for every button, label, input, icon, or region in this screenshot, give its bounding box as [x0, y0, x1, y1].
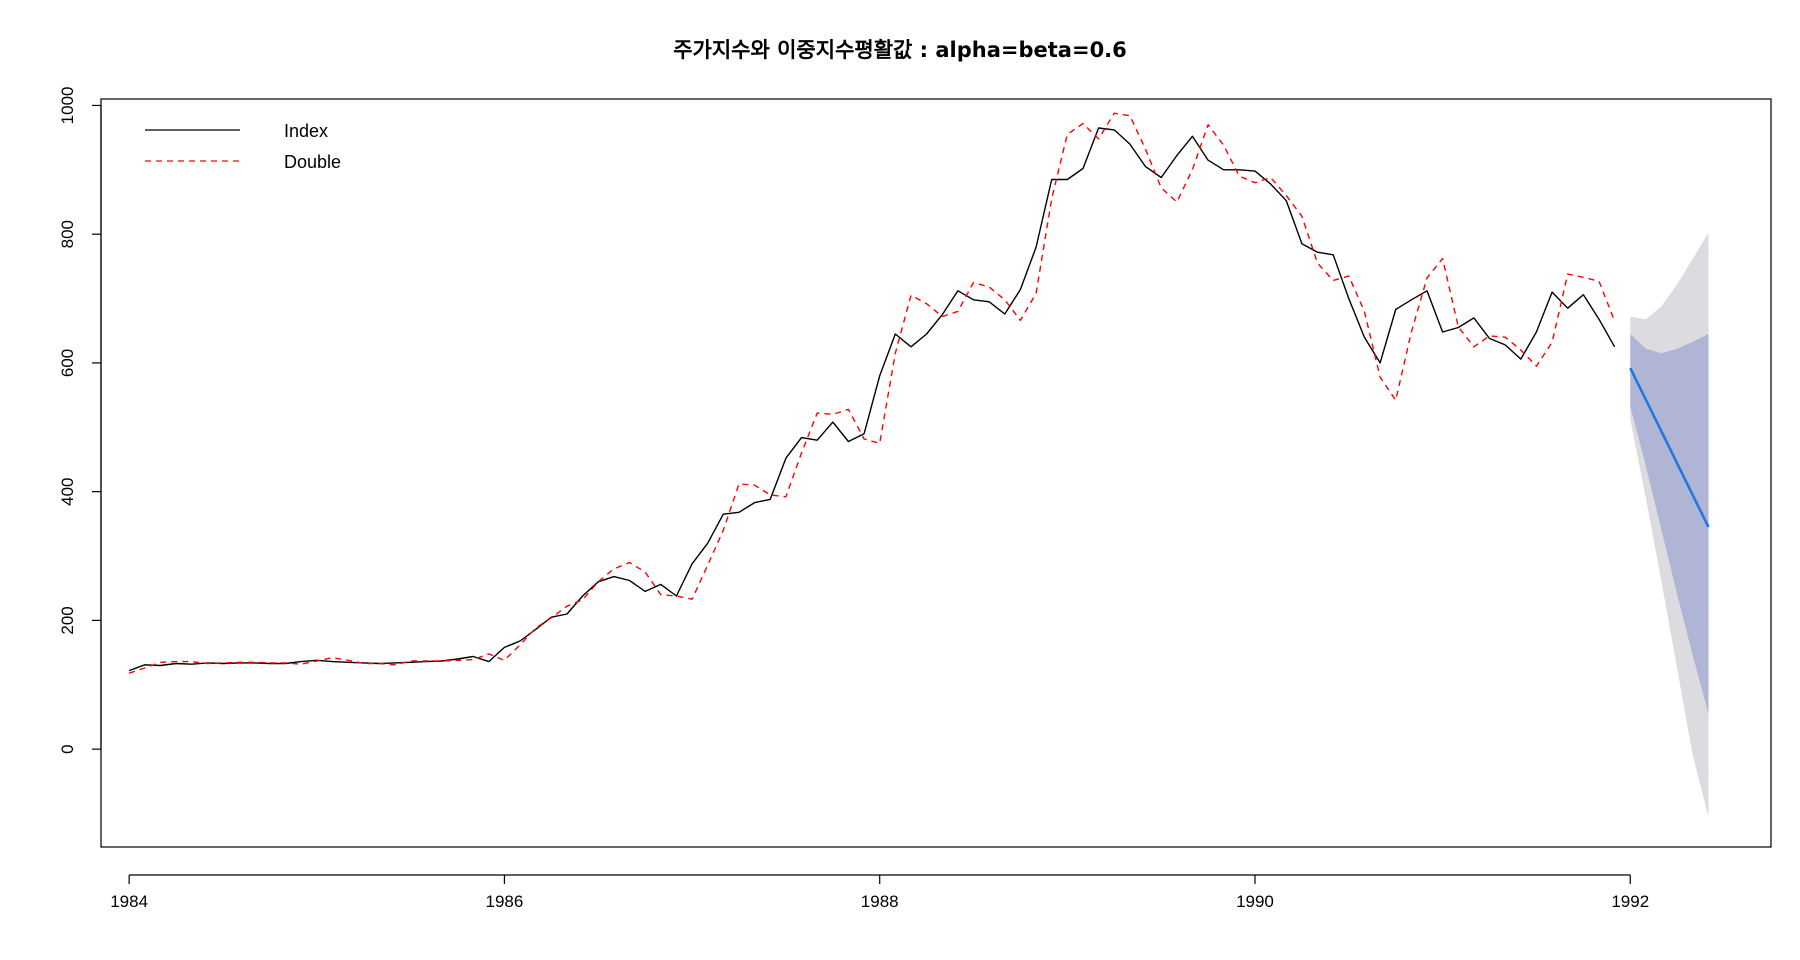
legend: Index Double — [145, 121, 341, 172]
axes: 1984 1986 1988 1990 1992 0 200 400 600 800 1000 — [58, 87, 1649, 911]
x-tick-label: 1984 — [110, 892, 148, 911]
y-tick-label: 200 — [58, 606, 77, 634]
legend-label-index: Index — [284, 121, 328, 141]
y-tick-label: 800 — [58, 220, 77, 248]
y-tick-label: 400 — [58, 477, 77, 505]
x-tick-label: 1990 — [1236, 892, 1274, 911]
x-tick-label: 1992 — [1611, 892, 1649, 911]
series-line-double — [128, 112, 1616, 674]
y-tick-label: 1000 — [58, 87, 77, 125]
forecast-interval-80 — [1630, 334, 1709, 714]
plot-frame — [100, 98, 1772, 848]
plot-area — [128, 112, 1710, 817]
series-line-forecast — [1629, 367, 1710, 528]
chart-title: 주가지수와 이중지수평활값 : alpha=beta=0.6 — [673, 38, 1127, 62]
y-tick-label: 0 — [58, 744, 77, 753]
series-line-index — [128, 127, 1616, 672]
legend-label-double: Double — [284, 152, 341, 172]
x-tick-label: 1986 — [486, 892, 524, 911]
y-tick-label: 600 — [58, 349, 77, 377]
x-tick-label: 1988 — [861, 892, 899, 911]
